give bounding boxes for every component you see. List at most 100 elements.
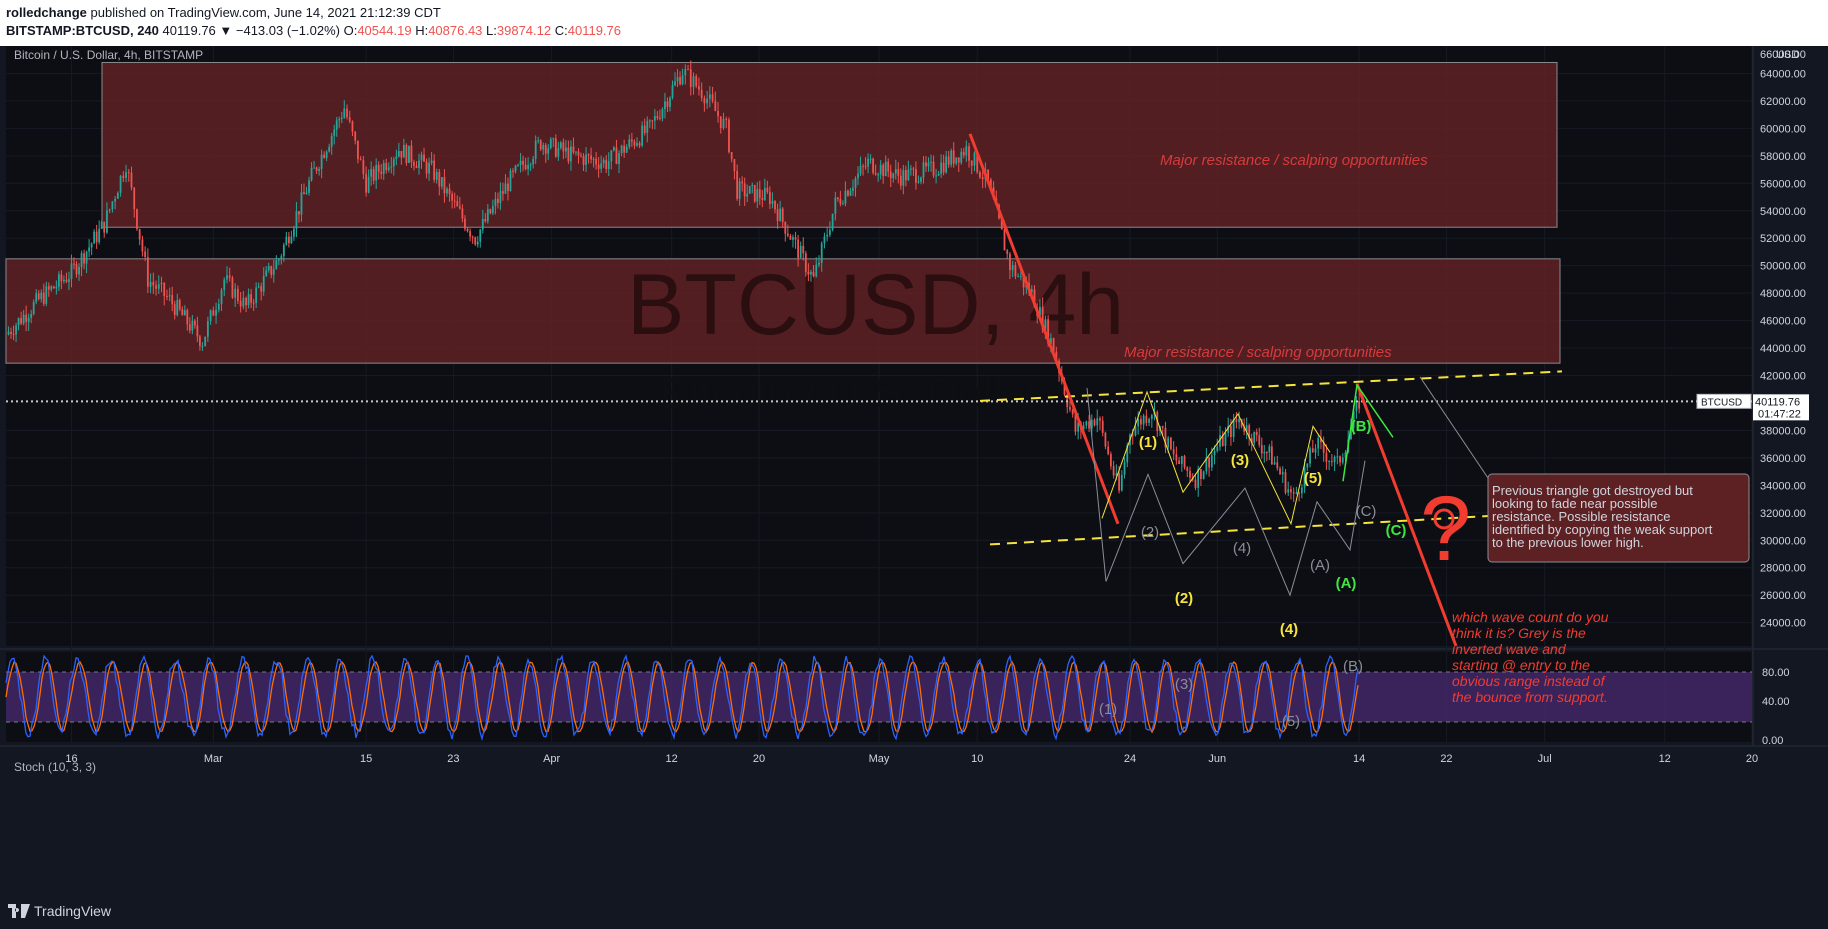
- price-tick: 44000.00: [1760, 343, 1806, 355]
- candle-body: [166, 296, 168, 298]
- candle-body: [605, 159, 608, 170]
- candle-body: [567, 147, 570, 162]
- candle-body: [1017, 276, 1020, 278]
- projected-drop-line[interactable]: [1355, 383, 1458, 647]
- downtrend-line[interactable]: [968, 133, 1120, 525]
- candle-body: [522, 160, 524, 165]
- candle-body: [602, 159, 605, 164]
- wave-label-yellow: (5): [1304, 470, 1322, 487]
- candle-body: [340, 117, 343, 120]
- candle-body: [257, 286, 260, 288]
- candle-body: [892, 173, 895, 179]
- author-name[interactable]: rolledchange: [6, 5, 87, 20]
- candle-body: [1090, 419, 1093, 429]
- candle-body: [730, 152, 733, 160]
- candle-body: [285, 236, 288, 245]
- candle-body: [826, 234, 829, 237]
- stoch-title: Stoch (10, 3, 3): [14, 760, 96, 774]
- triangle-lower-trendline[interactable]: [989, 510, 1569, 546]
- candle-body: [305, 192, 308, 195]
- candle-body: [204, 336, 207, 346]
- resistance-zone[interactable]: [5, 258, 1561, 364]
- candle-body: [557, 147, 560, 157]
- candle-body: [1088, 421, 1090, 429]
- candle-body: [402, 145, 405, 158]
- time-tick: 22: [1440, 753, 1452, 765]
- candle-body: [325, 151, 328, 158]
- price-tick: 32000.00: [1760, 508, 1806, 520]
- candle-body: [1074, 414, 1077, 432]
- candle-body: [343, 108, 346, 118]
- candle-body: [1330, 461, 1333, 463]
- candle-body: [815, 264, 818, 277]
- candle-body: [1298, 492, 1301, 494]
- stoch-tick: 40.00: [1762, 696, 1790, 708]
- candle-body: [489, 209, 492, 214]
- triangle-upper-trendline[interactable]: [979, 370, 1563, 402]
- candle-body: [653, 116, 656, 121]
- candle-body: [476, 241, 479, 245]
- candle-body: [519, 160, 522, 165]
- candle-body: [106, 210, 108, 233]
- candle-body: [679, 77, 681, 85]
- candle-body: [32, 301, 35, 314]
- candle-body: [335, 120, 338, 130]
- candle-body: [810, 272, 812, 275]
- candle-body: [1339, 456, 1341, 463]
- candle-body: [443, 177, 446, 194]
- candle-body: [849, 190, 852, 196]
- candle-body: [93, 231, 96, 244]
- symbol-badge[interactable]: [1696, 393, 1752, 409]
- candle-body: [981, 177, 984, 179]
- candle-body: [872, 158, 875, 173]
- candle-body: [844, 190, 847, 204]
- green-wave-path[interactable]: [1342, 383, 1394, 482]
- candle-body: [792, 237, 794, 240]
- candle-body: [684, 69, 687, 76]
- candle-body: [448, 188, 451, 194]
- candle-body: [630, 139, 633, 142]
- candle-body: [564, 147, 567, 152]
- candle-body: [1003, 229, 1006, 251]
- candle-body: [410, 145, 413, 163]
- candle-body: [119, 175, 122, 193]
- candle-body: [669, 97, 671, 107]
- price-tick: 26000.00: [1760, 590, 1806, 602]
- candle-body: [1175, 454, 1178, 461]
- candle-body: [987, 169, 990, 180]
- candle-body: [927, 162, 930, 167]
- callout-box[interactable]: [1487, 473, 1750, 563]
- candle-body: [681, 75, 684, 85]
- yellow-wave-path[interactable]: [1101, 390, 1331, 526]
- candle-body: [1131, 434, 1134, 436]
- candle-body: [763, 187, 766, 201]
- resistance-zone[interactable]: [101, 61, 1558, 228]
- candle-body: [804, 253, 807, 272]
- grey-wave-path[interactable]: [1086, 387, 1366, 597]
- candle-body: [111, 201, 114, 210]
- candle-body: [423, 154, 425, 162]
- candle-body: [420, 154, 423, 161]
- candle-body: [950, 150, 953, 165]
- candle-body: [1243, 426, 1246, 432]
- zone-label: Major resistance / scalping opportunitie…: [1124, 344, 1392, 361]
- candle-body: [852, 187, 854, 191]
- candle-body: [618, 153, 620, 164]
- chart-area[interactable]: BTCUSD, 4h Bitcoin / U.S. Dollar ? 66000.…: [0, 46, 1828, 894]
- candle-body: [554, 138, 557, 157]
- tradingview-logo[interactable]: TradingView: [8, 903, 111, 919]
- entry-circle-marker[interactable]: [1433, 508, 1455, 530]
- candle-body: [976, 152, 979, 173]
- wave-label-grey: (C): [1356, 503, 1377, 520]
- candle-body: [217, 303, 220, 310]
- candle-body: [537, 140, 540, 142]
- price-tick: 52000.00: [1760, 233, 1806, 245]
- time-tick: Jul: [1538, 753, 1552, 765]
- candle-body: [641, 125, 644, 146]
- candle-body: [1109, 454, 1112, 467]
- candle-body: [1063, 380, 1066, 395]
- candle-body: [35, 293, 38, 302]
- candle-body: [103, 221, 106, 233]
- candle-body: [346, 108, 348, 118]
